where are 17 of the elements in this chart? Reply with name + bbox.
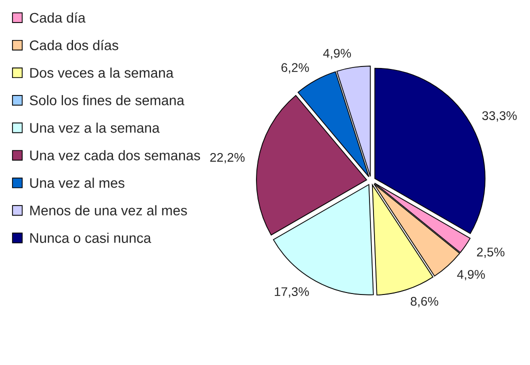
legend-label: Menos de una vez al mes	[30, 205, 187, 216]
legend-label: Cada día	[30, 12, 86, 23]
legend-label: Una vez al mes	[30, 178, 124, 188]
data-label: 33,3%	[482, 111, 517, 122]
data-label: 4,9%	[457, 270, 485, 280]
data-label: 6,2%	[281, 63, 309, 74]
data-label: 4,9%	[323, 48, 351, 60]
legend-label: Una vez cada dos semanas	[30, 150, 200, 160]
legend-label: Una vez a la semana	[30, 122, 160, 133]
data-label: 17,3%	[274, 287, 309, 298]
data-label: 8,6%	[410, 296, 438, 308]
legend-label: Solo los fines de semana	[30, 95, 184, 106]
legend-label: Cada dos días	[30, 40, 118, 50]
data-label: 22,2%	[210, 152, 245, 164]
legend-label: Dos veces a la semana	[30, 68, 174, 78]
legend-label: Nunca o casi nunca	[30, 232, 152, 243]
data-label: 2,5%	[477, 248, 504, 258]
